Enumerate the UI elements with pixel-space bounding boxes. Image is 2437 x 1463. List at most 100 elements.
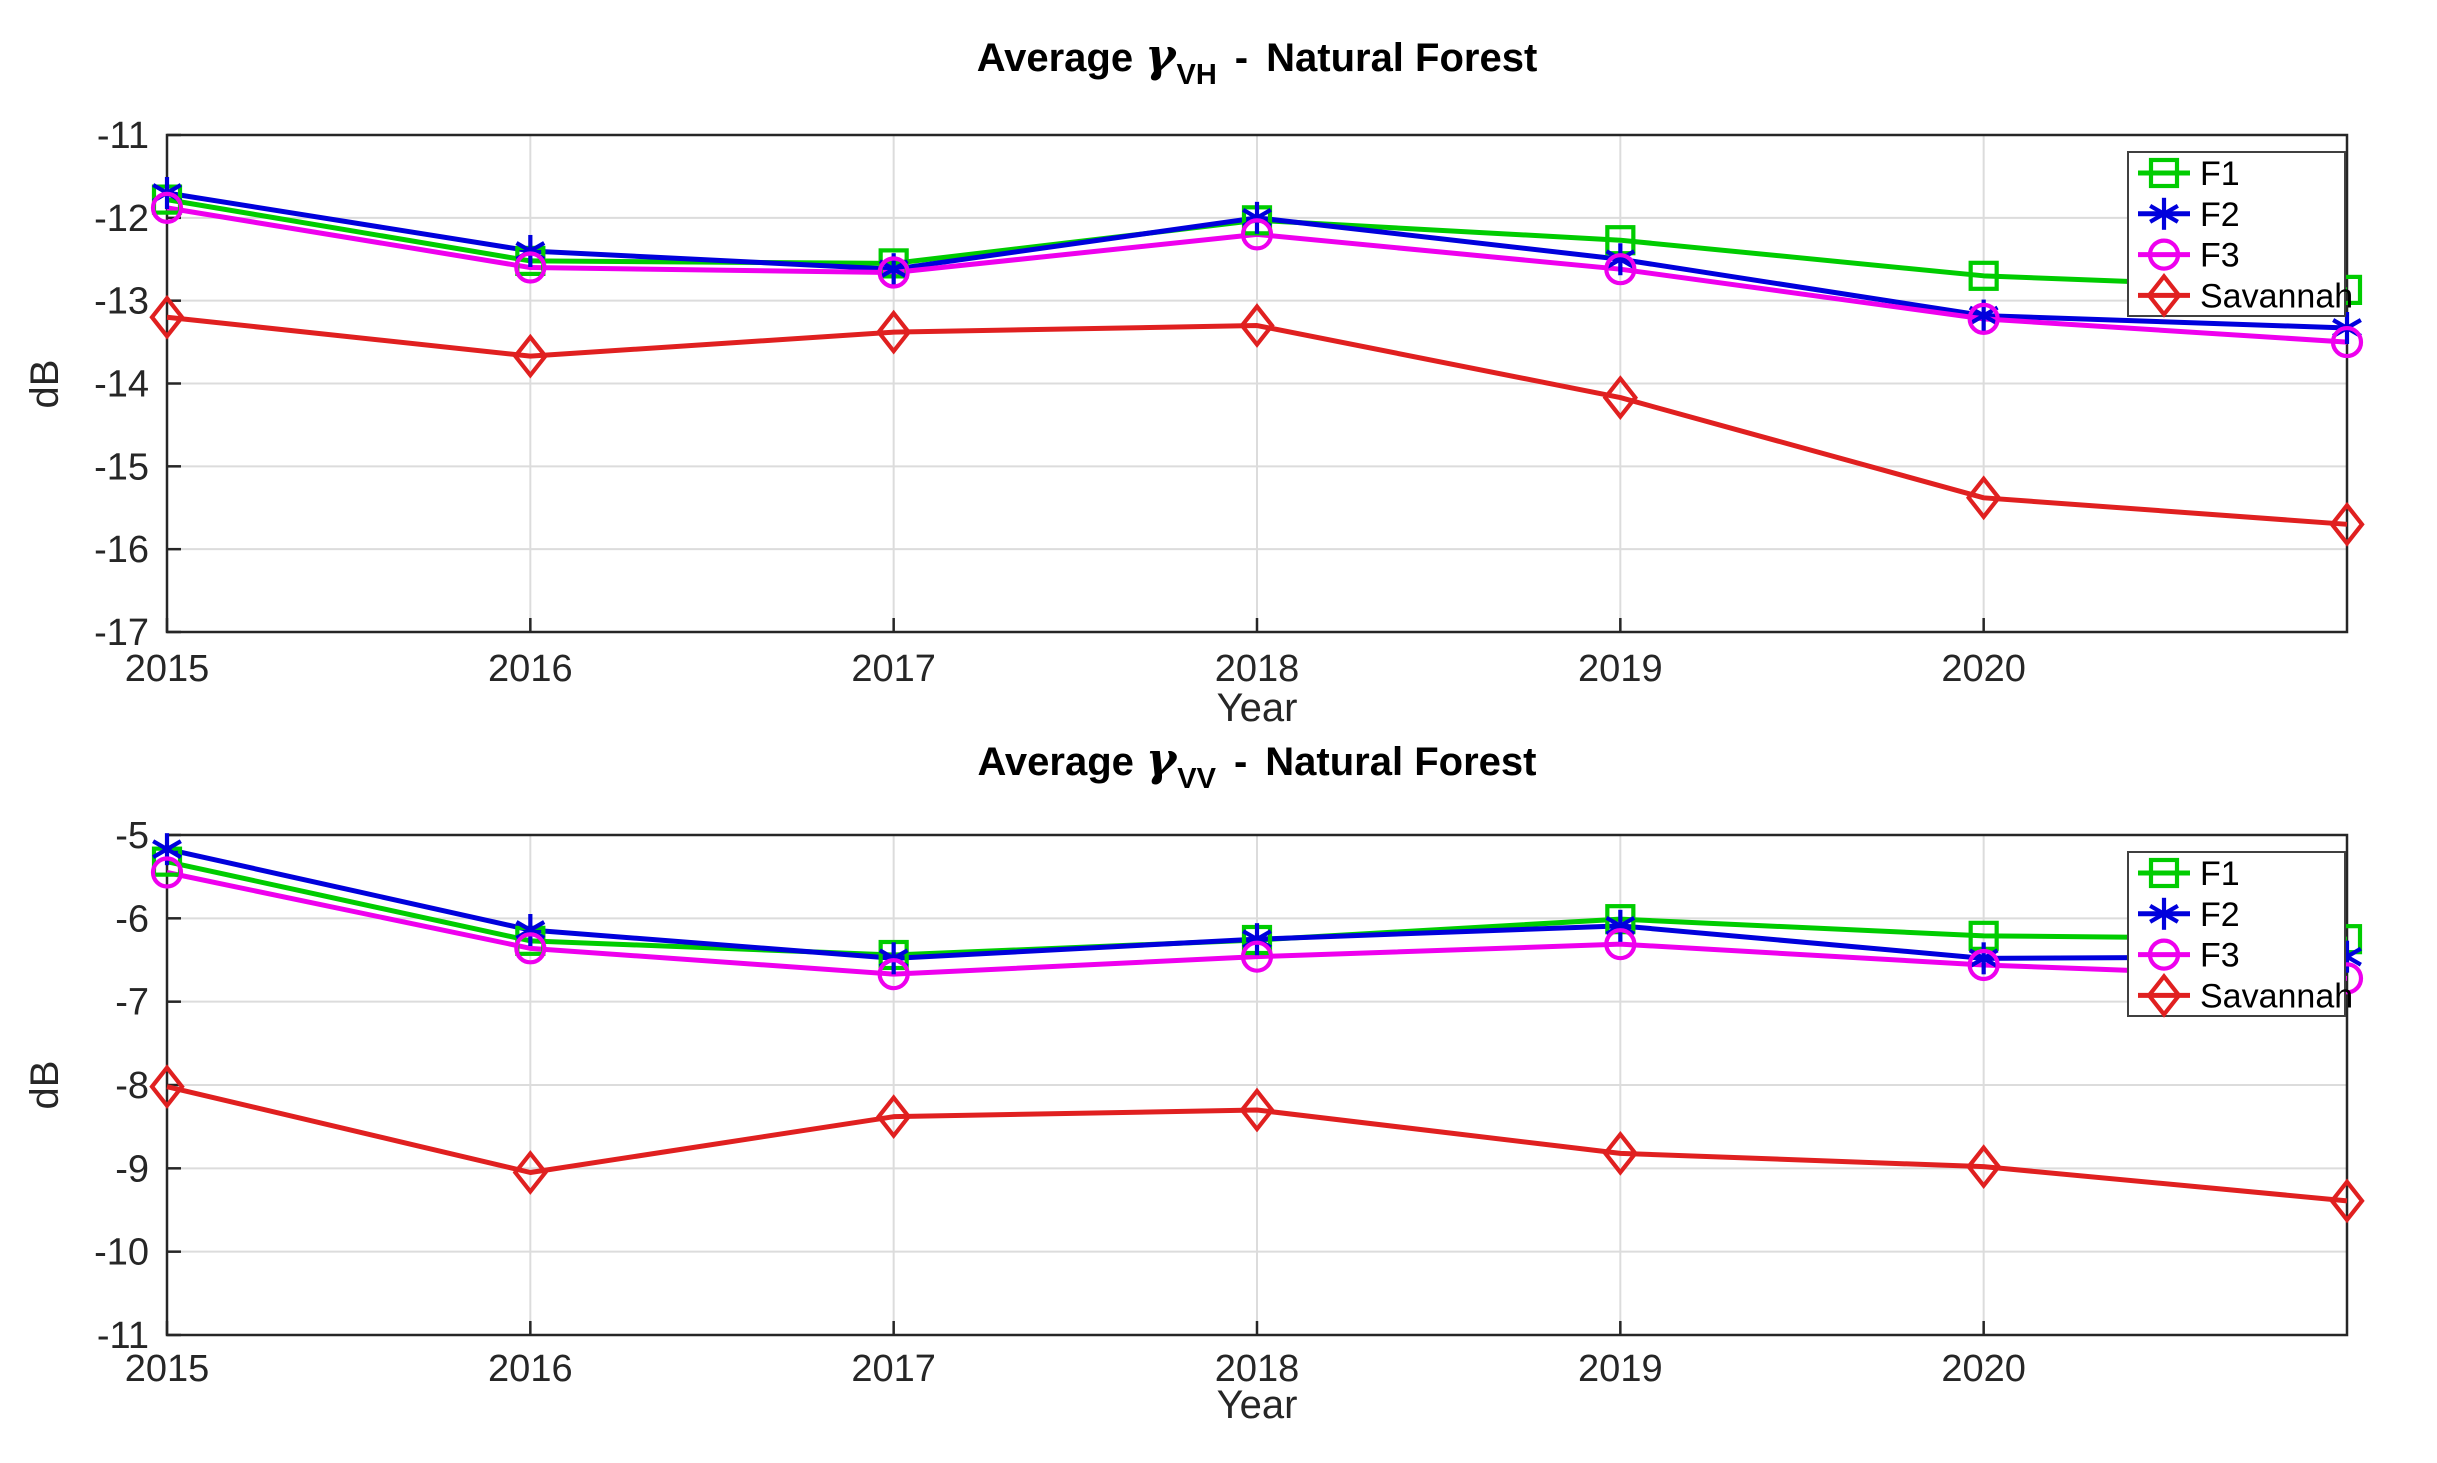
- y-tick-label: -14: [94, 364, 149, 406]
- title-separator: -: [1233, 740, 1248, 784]
- legend-box: [2127, 151, 2346, 317]
- legend-entry: Savannah: [2138, 273, 2353, 318]
- series-Savannah-markers: [149, 1064, 2365, 1224]
- legend-entry: F2: [2138, 196, 2240, 234]
- legend-label: Savannah: [2200, 277, 2353, 315]
- series-Savannah-markers: [149, 294, 2365, 547]
- diamond-marker: [1602, 375, 1639, 420]
- series: [149, 833, 2365, 1224]
- y-tick-label: -13: [94, 281, 149, 323]
- x-axis-title: Year: [1217, 686, 1298, 730]
- axes: [165, 133, 2349, 634]
- x-tick-label: 2018: [1215, 1348, 1300, 1390]
- series-Savannah-line: [166, 1084, 2348, 1204]
- title-suffix: Natural Forest: [1265, 740, 1537, 784]
- square-marker: [1968, 260, 1999, 291]
- x-axis-title: Year: [1217, 1383, 1298, 1427]
- y-tick-label: -6: [115, 898, 149, 940]
- x-tick-label: 2016: [488, 1348, 573, 1390]
- legend-label: F1: [2200, 155, 2240, 193]
- diamond-marker: [2329, 501, 2365, 547]
- square-marker: [2148, 857, 2180, 889]
- circle-marker: [514, 932, 547, 965]
- title-prefix: Average: [977, 740, 1134, 784]
- y-tick-label: -11: [97, 1315, 149, 1357]
- title-subscript: VV: [1177, 763, 1216, 795]
- diamond-marker: [149, 294, 185, 340]
- legend-entry: F1: [2138, 155, 2240, 193]
- legend-label: F2: [2200, 196, 2240, 234]
- legend-label: F1: [2200, 855, 2240, 893]
- y-tick-label: -5: [115, 815, 149, 857]
- y-tick-label: -15: [94, 446, 149, 488]
- legend-entry: F1: [2138, 855, 2240, 893]
- diamond-marker: [875, 309, 912, 355]
- asterisk-marker: [2149, 897, 2179, 930]
- legend-entry: F2: [2138, 896, 2240, 934]
- circle-marker: [877, 256, 910, 289]
- y-axis-title: dB: [23, 360, 67, 409]
- diamond-marker: [1965, 1144, 2002, 1190]
- legend-label: Savannah: [2200, 977, 2353, 1015]
- diamond-marker: [2329, 1178, 2365, 1224]
- gamma-symbol: γ: [1145, 28, 1176, 82]
- title-subscript: VH: [1176, 59, 1217, 91]
- circle-marker: [2147, 238, 2181, 271]
- circle-marker: [877, 958, 910, 991]
- axes: [165, 833, 2349, 1337]
- vv-chart-title: Average γVV - Natural Forest: [167, 732, 2347, 795]
- legend-label: F3: [2200, 237, 2240, 275]
- circle-marker: [2147, 938, 2181, 971]
- diamond-marker: [2146, 273, 2182, 318]
- series-F3-markers: [150, 191, 2364, 359]
- asterisk-spoke: [2149, 903, 2179, 924]
- x-tick-label: 2017: [851, 1348, 936, 1390]
- legend-entry: Savannah: [2138, 973, 2353, 1018]
- asterisk-marker: [1605, 243, 1636, 276]
- legend-entry: F3: [2138, 937, 2240, 975]
- circle-marker: [2330, 325, 2364, 359]
- y-tick-label: -7: [115, 982, 149, 1024]
- title-separator: -: [1234, 36, 1249, 80]
- x-tick-label: 2020: [1941, 648, 2026, 690]
- diamond-marker: [2146, 973, 2182, 1018]
- diamond-marker: [149, 1064, 185, 1110]
- legend-label: F2: [2200, 896, 2240, 934]
- y-tick-label: -16: [94, 529, 149, 571]
- series-F3-markers: [150, 856, 2364, 995]
- diamond-marker: [512, 333, 549, 379]
- legend-label: F3: [2200, 937, 2240, 975]
- circle-marker: [1967, 948, 2000, 982]
- x-tick-label: 2017: [851, 648, 936, 690]
- y-tick-label: -8: [115, 1065, 149, 1107]
- diamond-marker: [1239, 303, 1275, 348]
- x-tick-label: 2020: [1941, 1348, 2026, 1390]
- x-tick-label: 2015: [125, 648, 210, 690]
- y-tick-label: -12: [94, 198, 149, 240]
- x-tick-label: 2015: [125, 1348, 210, 1390]
- circle-marker: [150, 856, 184, 889]
- y-tick-label: -17: [94, 612, 149, 654]
- circle-marker: [1240, 218, 1274, 251]
- square-marker: [2148, 157, 2180, 189]
- title-suffix: Natural Forest: [1266, 36, 1538, 80]
- series-Savannah-line: [166, 314, 2348, 527]
- legend-box: [2127, 851, 2346, 1017]
- x-tick-label: 2019: [1578, 648, 1663, 690]
- y-axis-title: dB: [23, 1061, 67, 1110]
- y-tick-label: -9: [115, 1148, 149, 1190]
- series: [149, 176, 2365, 547]
- title-prefix: Average: [976, 36, 1134, 80]
- y-tick-label: -11: [97, 115, 149, 157]
- diamond-marker: [1239, 1087, 1275, 1133]
- y-tick-label: -10: [94, 1232, 149, 1274]
- circle-marker: [1604, 928, 1637, 961]
- circle-marker: [514, 251, 547, 284]
- x-tick-label: 2016: [488, 648, 573, 690]
- legend-entry: F3: [2138, 237, 2240, 275]
